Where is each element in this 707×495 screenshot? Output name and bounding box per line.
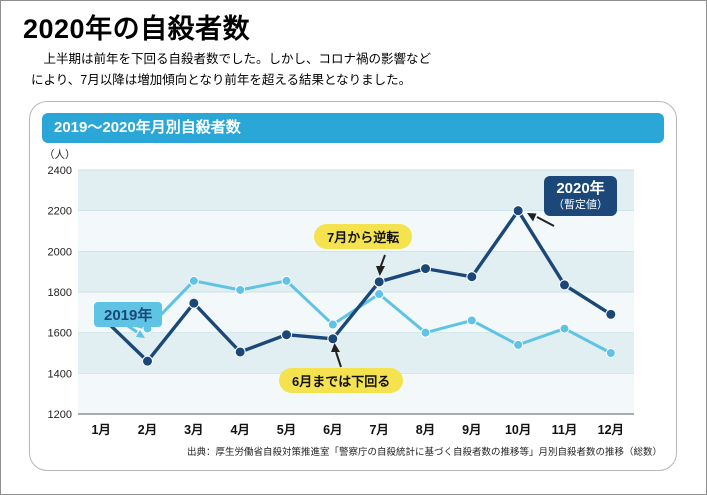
x-tick-label: 11月 [552,423,578,437]
x-tick-label: 1月 [91,423,110,437]
chart-card: 2019〜2020年月別自殺者数 （人） 1200 1400 1600 1800 200… [29,101,677,471]
data-point-2019-6月 [327,319,338,330]
data-point-2020-4月 [234,346,246,358]
arrow-july-line [379,254,386,268]
arrow-july-head [376,266,385,276]
x-tick-label: 7月 [369,423,388,437]
series-label-2019: 2019年 [94,302,163,327]
data-point-2020-8月 [420,263,431,275]
x-tick-label: 6月 [323,423,342,437]
x-tick-label: 2月 [138,423,157,437]
source-note: 出典：厚生労働省自殺対策推進室「警察庁の自殺統計に基づく自殺者数の推移等」月別自… [186,447,662,458]
arrow-june-head [331,343,340,352]
data-point-2019-4月 [235,284,246,295]
intro-line-1: 上半期は前年を下回る自殺者数でした。しかし、コロナ禍の影響など [31,52,432,66]
data-point-2020-12月 [605,308,617,320]
chart-banner-title: 2019〜2020年月別自殺者数 [42,113,664,143]
x-tick-label: 8月 [416,423,435,437]
plot-band [78,251,634,292]
chart-area: 1200 1400 1600 1800 2000 2200 2400 1月 2月 3月 4月 5月 6月… [42,162,642,442]
series-line-2020 [99,208,613,363]
data-point-2019-11月 [559,323,570,334]
x-tick-label: 9月 [462,423,481,437]
arrow-2019-head [136,330,145,338]
chart-svg: 1200 1400 1600 1800 2000 2200 2400 1月 2月 3月 4月 5月 6月… [48,165,634,437]
data-point-2019-9月 [466,315,477,326]
arrow-oct-head [527,213,537,222]
data-point-2020-10月 [512,205,524,217]
data-point-2020-9月 [466,271,478,283]
data-point-2020-11月 [559,279,570,291]
y-tick-label: 2000 [48,246,72,258]
y-tick-label: 1600 [48,328,72,340]
x-tick-label: 5月 [277,423,296,437]
page-title: 2020年の自殺者数 [23,14,251,44]
y-tick-label: 1400 [48,368,72,380]
arrow-june-line [335,351,342,368]
y-tick-label: 1800 [48,287,72,299]
data-point-2019-7月 [374,289,385,300]
data-point-2020-7月 [373,276,385,288]
y-tick-label: 2200 [48,206,72,218]
intro-text: 上半期は前年を下回る自殺者数でした。しかし、コロナ禍の影響など により、7月以降… [31,49,431,90]
x-tick-label: 12月 [598,423,624,437]
arrow-2019-line [127,324,138,334]
y-tick-label: 1200 [48,409,72,421]
data-point-2019-5月 [281,275,292,286]
series-label-2020: 2020年 （暫定値） [544,176,617,216]
data-point-2019-12月 [605,348,616,358]
data-point-2019-3月 [188,275,199,286]
series-label-2020-note: （暫定値） [553,198,608,211]
annotation-june-below: 6月までは下回る [279,368,404,393]
data-point-2020-5月 [281,329,292,341]
annotation-july-reversal: 7月から逆転 [314,224,413,249]
intro-line-2: により、7月以降は増加傾向となり前年を超える結果となりました。 [31,72,412,87]
x-tick-label: 10月 [505,423,531,437]
data-point-2020-6月 [327,333,339,345]
data-point-2020-3月 [188,297,200,309]
plot-band [78,170,634,211]
data-point-2019-10月 [513,339,524,350]
plot-band [78,332,634,374]
y-tick-label: 2400 [48,165,72,177]
data-point-2019-8月 [420,327,431,338]
data-point-2020-2月 [142,355,153,367]
x-tick-label: 4月 [230,423,249,437]
arrow-oct-line [536,216,555,227]
x-tick-label: 3月 [184,423,203,437]
series-label-2020-year: 2020年 [556,180,605,197]
y-axis-unit-label: （人） [44,149,76,161]
